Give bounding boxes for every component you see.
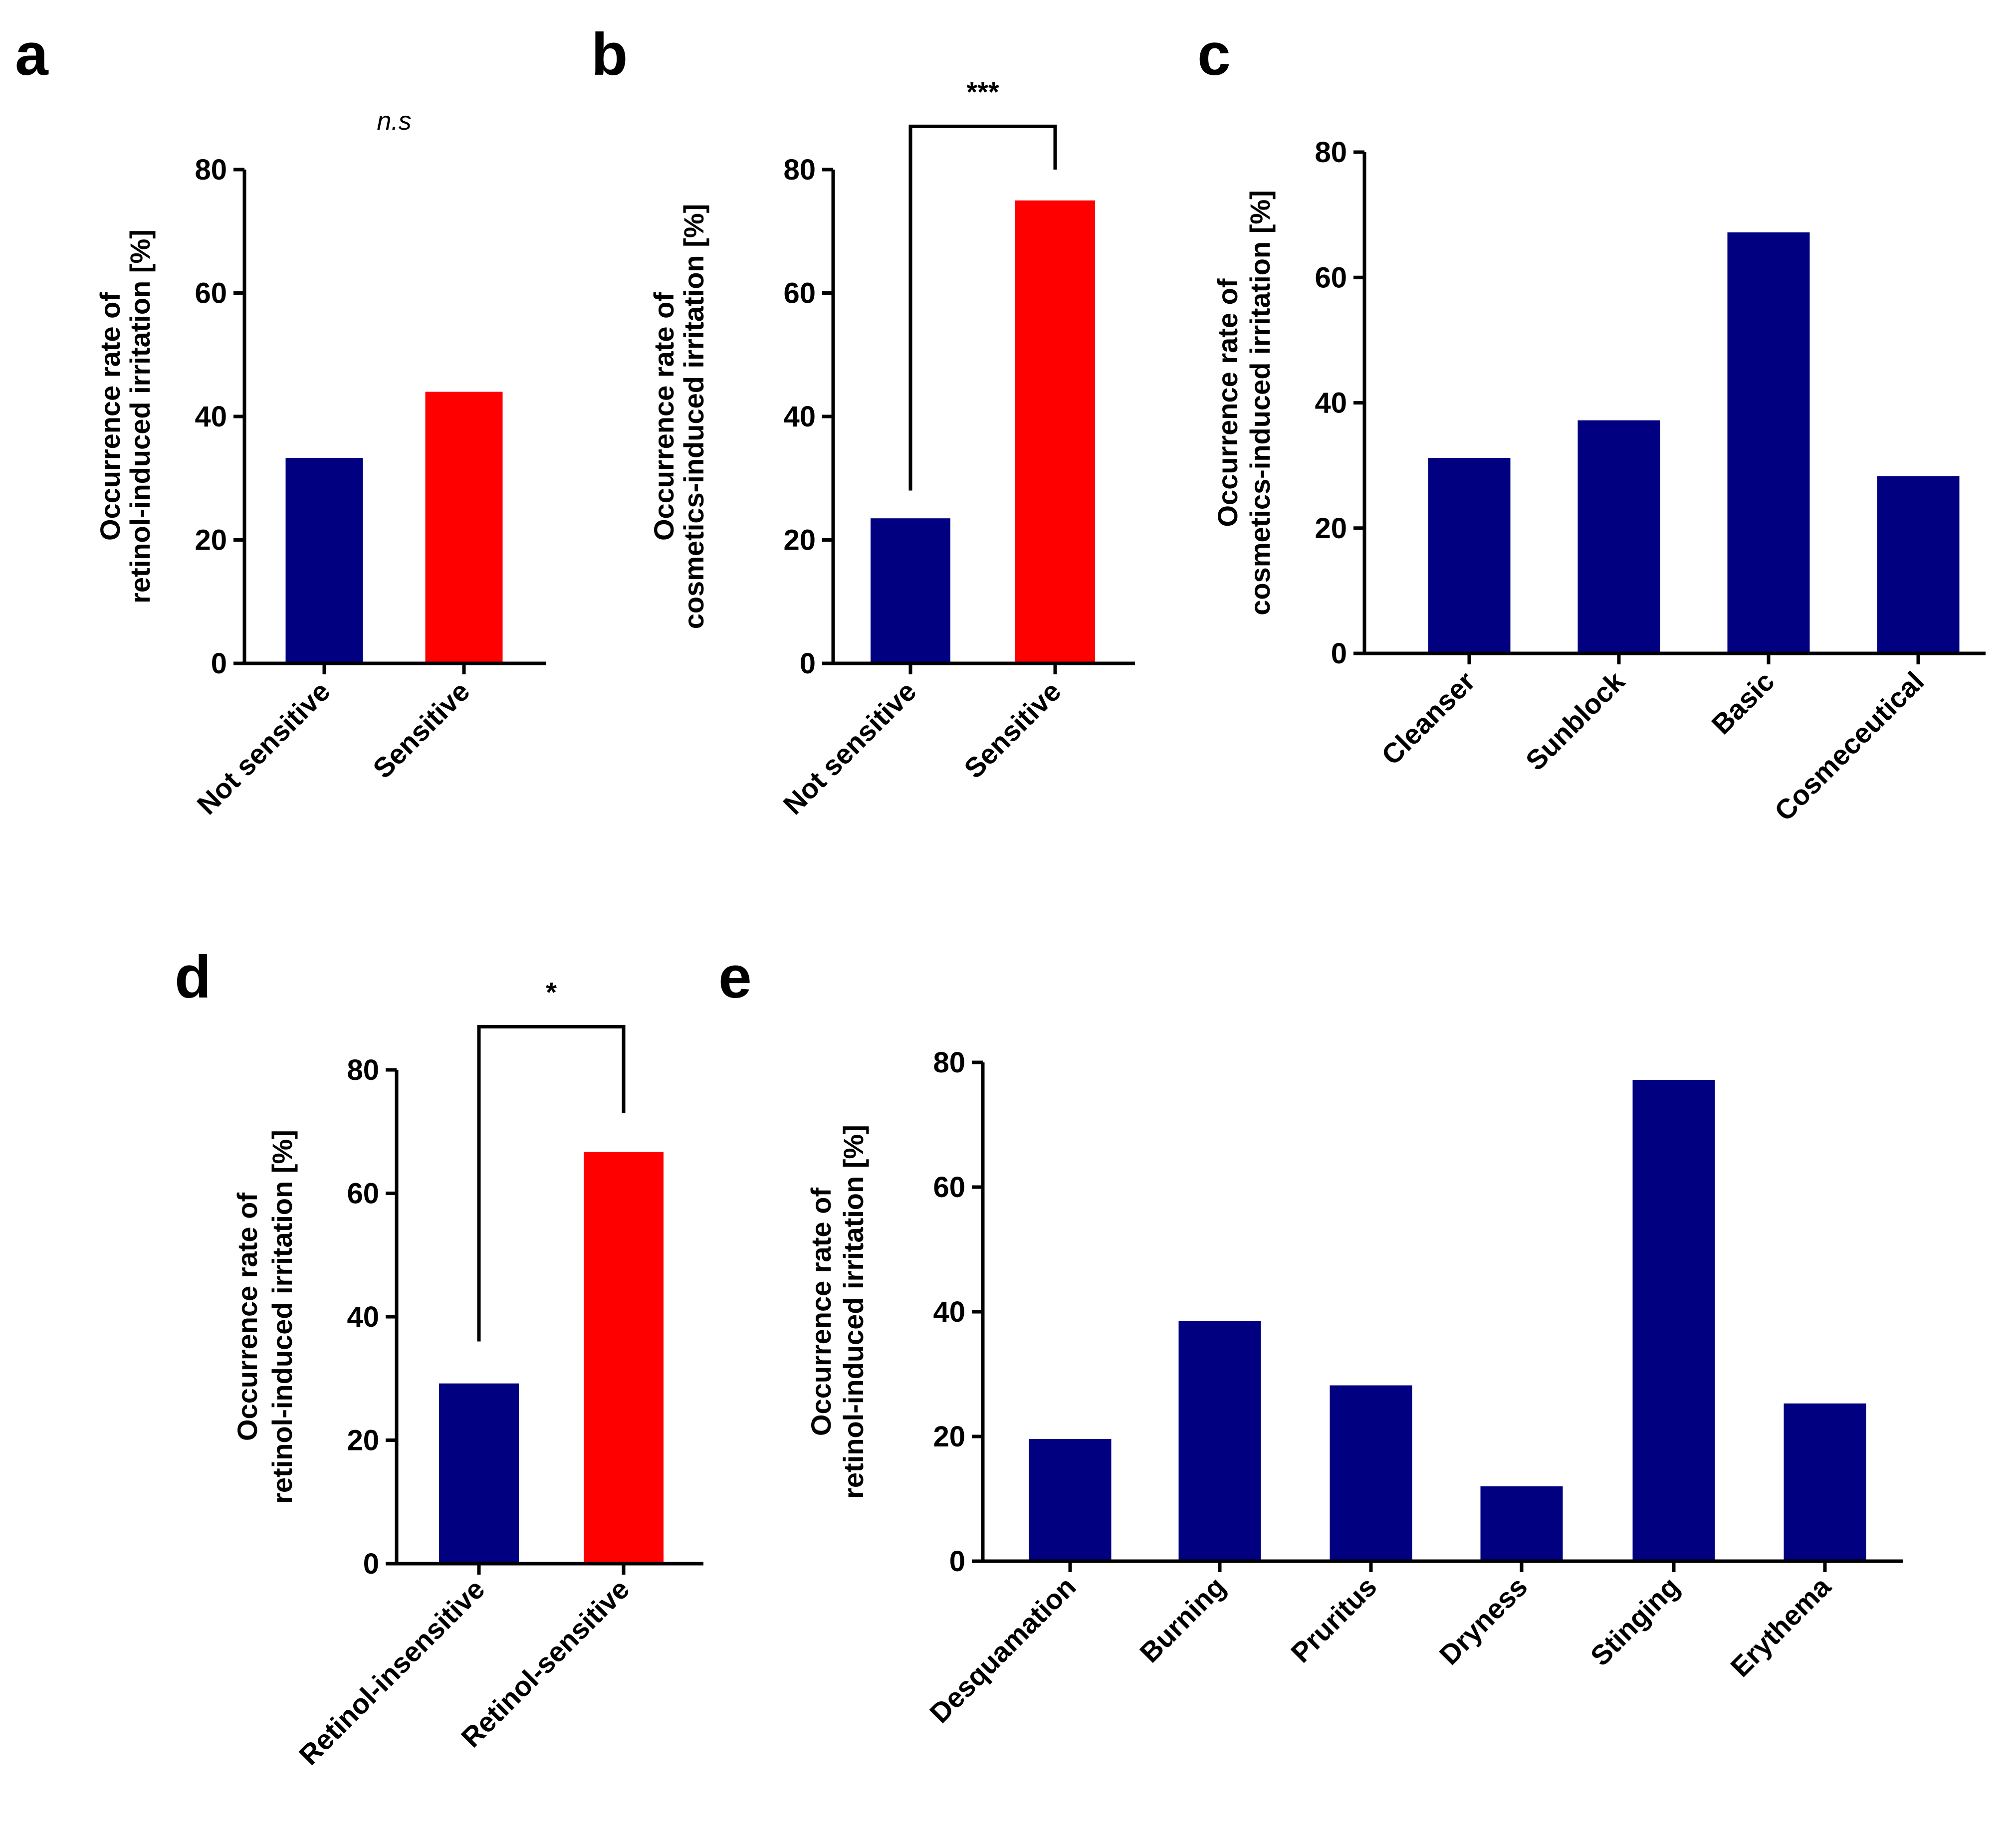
significance-label: *** — [966, 76, 999, 107]
x-tick-label: Pruritus — [1285, 1571, 1382, 1668]
bar — [1577, 420, 1660, 653]
y-axis-title: Occurrence rate of — [231, 1193, 263, 1441]
y-axis-title: retinol-induced irritation [%] — [124, 229, 156, 604]
x-tick-label: Basic — [1705, 665, 1780, 740]
bar — [425, 392, 503, 663]
bar — [584, 1152, 664, 1564]
y-axis-title: Occurrence rate of — [648, 292, 679, 541]
y-axis-title: retinol-induced irritation [%] — [838, 1125, 869, 1499]
y-tick-label: 0 — [211, 647, 227, 680]
panel-letter: a — [15, 21, 49, 88]
panel-letter: b — [591, 21, 628, 88]
bar — [1727, 232, 1810, 653]
y-tick-label: 80 — [933, 1046, 965, 1079]
y-axis-title: cosmetics-induced irritation [%] — [678, 204, 709, 629]
x-tick-label: Retinol-insensitive — [293, 1573, 491, 1771]
panel-b: b 0 20 40 60 80 Not sensitive Sensitive Occurren… — [591, 21, 1135, 820]
bar — [1330, 1385, 1412, 1561]
y-tick-label: 80 — [195, 154, 227, 186]
bar — [1178, 1321, 1261, 1561]
y-tick-label: 40 — [347, 1301, 379, 1333]
y-tick-label: 20 — [1315, 512, 1347, 545]
y-tick-label: 0 — [949, 1545, 965, 1578]
y-axis-title: Occurrence rate of — [94, 292, 126, 541]
y-tick-label: 40 — [783, 401, 816, 433]
y-tick-label: 0 — [800, 647, 816, 680]
x-tick-label: Erythema — [1724, 1570, 1837, 1683]
bar — [1632, 1080, 1715, 1561]
bar — [285, 457, 363, 663]
significance-bracket — [477, 1024, 626, 1342]
bar — [1029, 1439, 1112, 1561]
bar — [1784, 1403, 1866, 1561]
x-tick-label: Sensitive — [958, 675, 1067, 784]
x-tick-label: Sensitive — [367, 675, 475, 784]
y-tick-label: 60 — [347, 1178, 379, 1210]
x-tick-label: Cosmeceutical — [1768, 665, 1930, 827]
y-tick-label: 80 — [347, 1054, 379, 1086]
panel-d: d020406080Retinol-insensitiveRetinol-sen… — [175, 944, 703, 1771]
y-axis-title: retinol-induced irritation [%] — [266, 1130, 298, 1504]
x-tick-label: Cleanser — [1375, 665, 1481, 771]
y-tick-label: 0 — [1331, 637, 1347, 670]
y-tick-label: 80 — [1315, 136, 1347, 169]
panel-letter: c — [1197, 21, 1231, 88]
x-tick-label: Stinging — [1584, 1571, 1686, 1672]
bar — [439, 1383, 519, 1564]
significance-label: * — [546, 976, 557, 1008]
y-tick-label: 60 — [195, 277, 227, 310]
bar — [1015, 200, 1095, 663]
significance-bracket — [908, 124, 1057, 491]
y-tick-label: 0 — [363, 1548, 379, 1580]
x-tick-label: Dryness — [1433, 1571, 1534, 1671]
y-tick-label: 40 — [195, 401, 227, 433]
panel-a: a 0 20 40 60 80 Not sensitive Sensitive Occurren… — [15, 21, 546, 820]
significance-label: n.s — [377, 107, 411, 136]
x-tick-label: Sunblock — [1520, 665, 1631, 776]
bar — [1877, 476, 1960, 653]
y-axis-title: cosmetics-induced irritation [%] — [1244, 190, 1276, 615]
y-tick-label: 20 — [195, 524, 227, 557]
y-tick-label: 20 — [933, 1421, 965, 1453]
y-axis-title: Occurrence rate of — [1212, 278, 1243, 527]
panel-letter: d — [175, 944, 211, 1011]
x-tick-label: Not sensitive — [777, 675, 922, 820]
y-tick-label: 20 — [347, 1425, 379, 1457]
y-tick-label: 60 — [783, 277, 816, 310]
x-tick-label: Burning — [1133, 1571, 1231, 1668]
y-tick-label: 20 — [783, 524, 816, 557]
x-tick-label: Not sensitive — [191, 675, 336, 820]
y-axis-title: Occurrence rate of — [805, 1188, 837, 1436]
x-tick-label: Desquamation — [923, 1571, 1082, 1729]
panel-c: c 0 20 40 60 80 Cleanser Sunblock BasicCosmeceut… — [1197, 21, 1986, 827]
panel-e: e 0 20 40 60 80 Desquamation Burning Pruritus Dry… — [718, 944, 1903, 1729]
bar — [871, 518, 950, 663]
panel-letter: e — [718, 944, 752, 1011]
y-tick-label: 40 — [933, 1296, 965, 1328]
y-tick-label: 80 — [783, 154, 816, 186]
bar — [1428, 458, 1511, 653]
bar — [1480, 1486, 1563, 1561]
y-tick-label: 60 — [933, 1171, 965, 1204]
y-tick-label: 60 — [1315, 261, 1347, 294]
y-tick-label: 40 — [1315, 387, 1347, 419]
